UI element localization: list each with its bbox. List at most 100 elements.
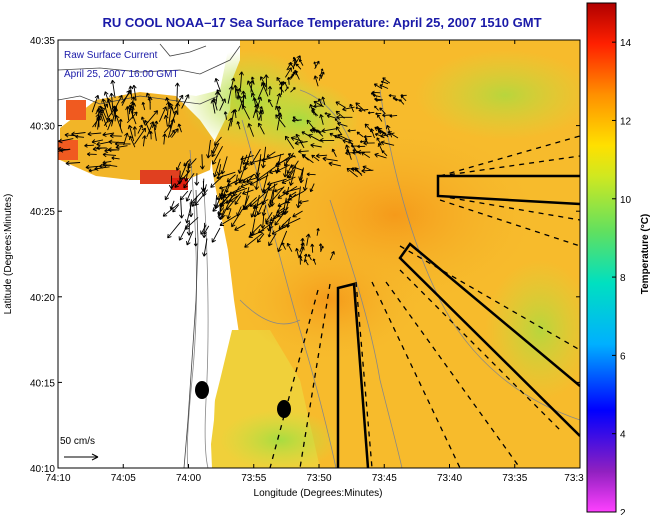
current-vector [252, 97, 257, 108]
current-vector [302, 154, 309, 161]
current-vector [249, 174, 269, 186]
x-tick-label: 74:05 [111, 473, 136, 484]
current-vector [255, 154, 262, 177]
current-vector [231, 208, 244, 228]
current-vector [373, 83, 383, 90]
current-vector [144, 110, 159, 126]
current-vector [387, 131, 399, 139]
y-tick-label: 40:25 [30, 207, 55, 218]
current-vector [165, 97, 171, 108]
current-vector [335, 126, 343, 136]
current-vector [84, 143, 95, 148]
current-vector [183, 172, 195, 189]
current-vector [313, 75, 319, 87]
current-vector [286, 77, 291, 85]
current-vector [284, 86, 289, 92]
current-vector [221, 180, 231, 197]
current-vector [212, 158, 221, 178]
current-vector [149, 130, 153, 140]
current-vector [109, 133, 122, 139]
current-vector [242, 195, 250, 210]
current-vector [283, 81, 288, 87]
current-vector [87, 131, 102, 137]
current-vector [316, 228, 320, 236]
current-vector [392, 96, 400, 101]
current-vector [380, 132, 395, 139]
current-vector [216, 89, 224, 101]
current-vector [298, 254, 303, 265]
current-vector [263, 74, 269, 91]
current-vector [318, 74, 322, 81]
current-vector [210, 99, 216, 114]
current-vector [214, 77, 221, 92]
current-vector [267, 183, 278, 191]
current-vector [236, 121, 241, 130]
current-vector [253, 199, 269, 208]
current-vector [276, 93, 282, 105]
current-vector [210, 175, 224, 188]
current-vector [277, 105, 282, 115]
current-vector [335, 110, 345, 119]
current-vector [295, 63, 302, 70]
current-vector [214, 136, 222, 146]
coast-land-south [58, 190, 218, 468]
current-vector [284, 135, 295, 149]
current-vector [311, 154, 320, 162]
coastline [58, 43, 241, 468]
warm-tongue [240, 240, 420, 360]
current-vector [299, 242, 305, 253]
current-vector [175, 102, 181, 115]
current-vector [199, 154, 205, 170]
current-vector [219, 185, 228, 190]
current-vector [228, 187, 248, 197]
current-vector [183, 158, 191, 167]
current-vector [319, 137, 335, 143]
current-vector [259, 76, 267, 87]
current-vector [241, 105, 251, 120]
current-vector [201, 184, 207, 197]
colorbar-tick-label: 4 [620, 430, 626, 441]
current-vector [335, 101, 346, 108]
x-tick-label: 73:45 [372, 473, 397, 484]
current-vector [385, 124, 393, 138]
current-vector [132, 126, 137, 137]
scale-arrow [64, 453, 99, 461]
current-vector [216, 164, 222, 176]
current-vector [111, 105, 117, 117]
current-vector [179, 199, 184, 219]
hot-pixels-bay [140, 170, 180, 184]
current-vector [230, 109, 236, 127]
current-vector [145, 92, 151, 104]
current-vector [357, 144, 366, 149]
current-vector [314, 60, 320, 70]
current-vector [185, 202, 193, 224]
current-vector [174, 94, 184, 110]
current-vector [260, 146, 267, 169]
x-tick-label: 73:40 [437, 473, 462, 484]
current-vector [288, 191, 297, 197]
current-vector [257, 122, 265, 135]
current-vector [346, 167, 358, 178]
y-tick-label: 40:15 [30, 378, 55, 389]
current-vector [288, 170, 294, 179]
current-vector [96, 145, 107, 151]
current-vector [382, 77, 391, 84]
current-vector [276, 207, 286, 214]
current-vector [216, 195, 227, 201]
current-vector [377, 114, 383, 122]
current-vector [249, 80, 255, 93]
current-vector [320, 68, 324, 75]
current-vector [277, 201, 288, 208]
current-vector [211, 145, 217, 154]
current-vector [86, 152, 97, 157]
current-vector [302, 177, 308, 192]
current-vector [58, 138, 74, 144]
current-vector [213, 195, 219, 209]
current-vector [287, 153, 296, 158]
current-vector [239, 71, 244, 89]
current-vector [91, 94, 100, 113]
current-vector [211, 142, 220, 158]
current-vector [298, 199, 309, 205]
current-vector [258, 106, 263, 115]
